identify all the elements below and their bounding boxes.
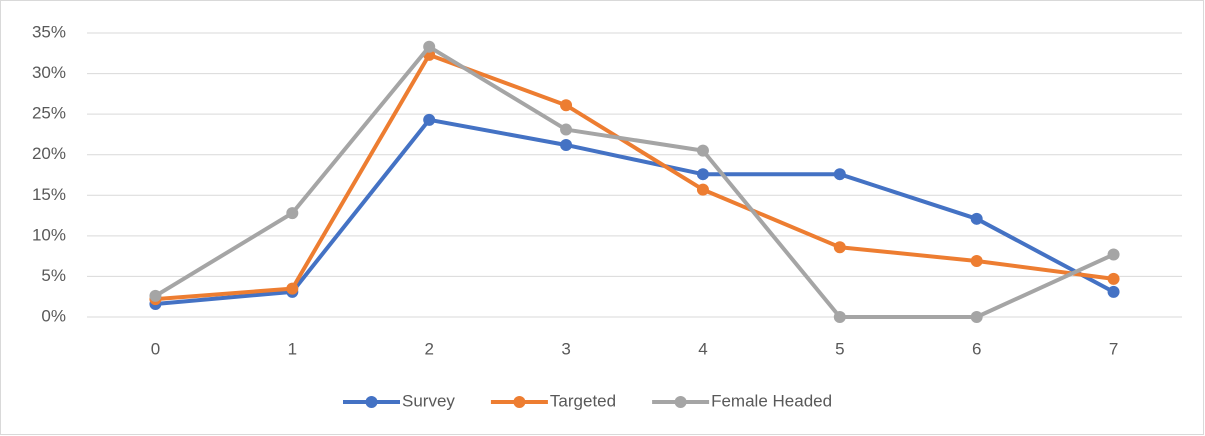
legend-marker (674, 396, 687, 408)
data-point (696, 183, 709, 196)
y-tick-label: 0% (41, 306, 66, 325)
data-point (833, 168, 846, 181)
x-tick-label: 5 (835, 339, 844, 358)
y-tick-label: 20% (32, 144, 66, 163)
data-point (696, 144, 709, 157)
data-point (833, 241, 846, 254)
legend-label: Survey (402, 391, 455, 410)
data-point (833, 311, 846, 323)
legend-marker (513, 396, 526, 408)
y-tick-label: 5% (41, 266, 66, 285)
legend-label: Targeted (550, 391, 616, 410)
x-tick-label: 7 (1109, 339, 1118, 358)
data-point (286, 207, 299, 220)
y-tick-label: 30% (32, 63, 66, 82)
data-point (149, 289, 162, 302)
data-point (1107, 248, 1120, 261)
data-point (423, 113, 436, 126)
data-point (970, 255, 983, 268)
series-line (155, 117, 1115, 307)
data-point (970, 311, 983, 323)
y-tick-label: 15% (32, 185, 66, 204)
y-tick-label: 10% (32, 225, 66, 244)
y-tick-label: 25% (32, 104, 66, 123)
series-line (154, 44, 1115, 319)
data-point (1107, 272, 1120, 285)
data-point (696, 168, 709, 181)
y-tick-label: 35% (32, 22, 66, 41)
data-point (423, 40, 436, 53)
data-point (560, 99, 573, 112)
data-point (560, 138, 573, 151)
x-tick-label: 4 (698, 339, 707, 358)
x-tick-label: 1 (288, 339, 297, 358)
data-point (286, 282, 299, 295)
data-point (560, 123, 573, 136)
legend-marker (365, 396, 378, 408)
x-tick-label: 6 (972, 339, 981, 358)
x-tick-label: 3 (561, 339, 570, 358)
series-line (155, 52, 1114, 302)
x-tick-label: 2 (424, 339, 433, 358)
x-tick-label: 0 (151, 339, 160, 358)
legend-label: Female Headed (711, 391, 832, 410)
data-point (1107, 285, 1120, 298)
data-point (970, 212, 983, 225)
